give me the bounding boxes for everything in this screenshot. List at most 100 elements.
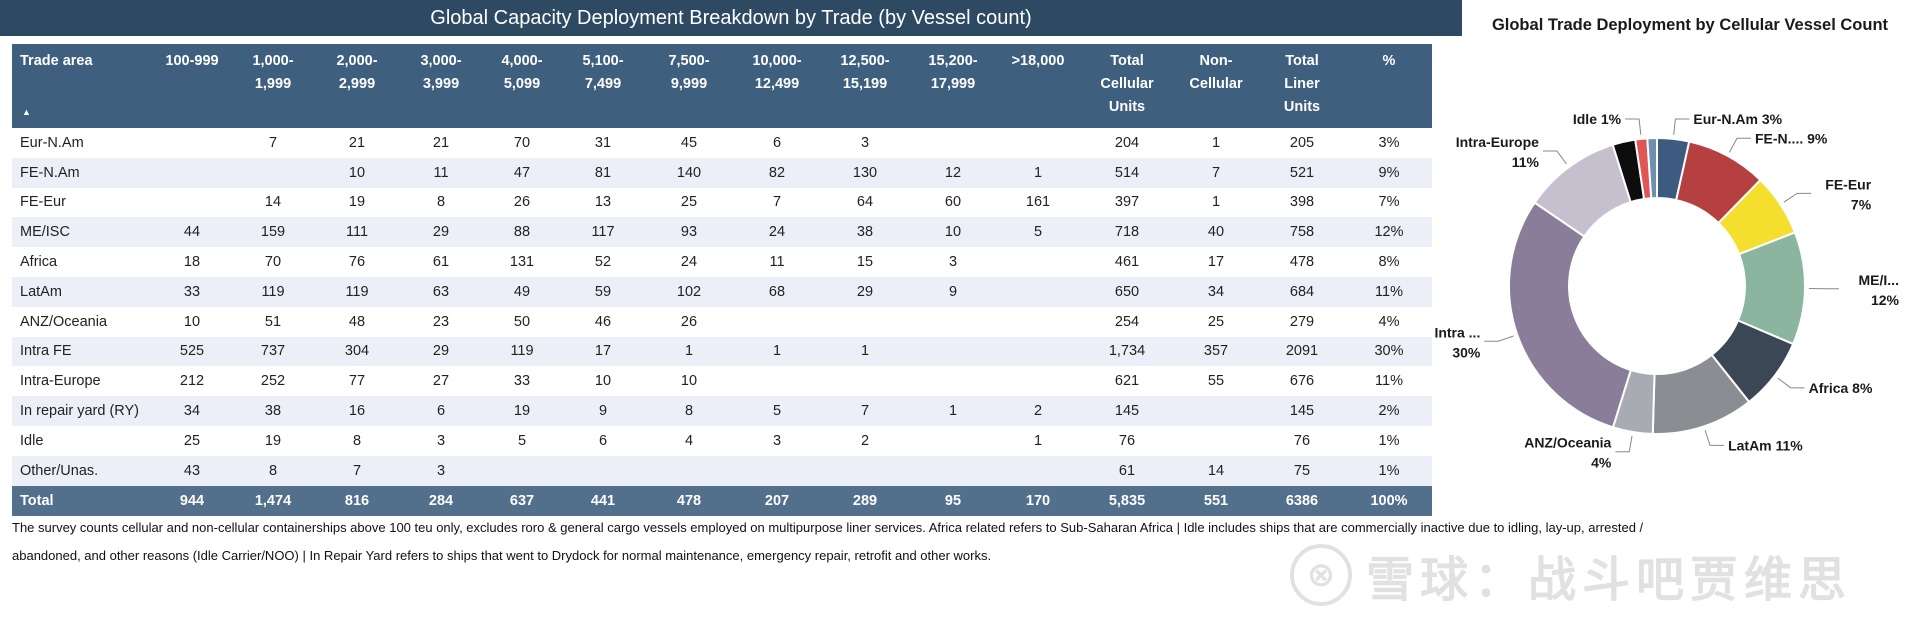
table-row: In repair yard (RY) 34 38 16 6 19 9 8 5 7 1 2 145 145… <box>12 396 1432 426</box>
column-header[interactable]: 2,000- 2,999 <box>314 44 400 128</box>
column-header-line: 1,999 <box>254 76 292 92</box>
table-cell <box>1174 425 1258 456</box>
table-cell <box>820 366 910 397</box>
table-cell: 8 <box>232 455 314 486</box>
table-cell: 5 <box>996 217 1080 248</box>
table-cell: 478 <box>1258 247 1346 277</box>
table-cell: 131 <box>482 247 562 277</box>
table-cell: 31 <box>562 128 644 158</box>
table-cell: 25 <box>1174 306 1258 337</box>
total-cell: 207 <box>734 485 820 516</box>
table-cell: 52 <box>562 247 644 277</box>
column-header-line: Units <box>1108 99 1146 115</box>
column-header[interactable]: 4,000- 5,099 <box>482 44 562 128</box>
watermark: ⊗ 雪球：战斗吧贾维思 <box>1290 540 1852 610</box>
table-cell: 161 <box>996 187 1080 218</box>
slice-label: Intra ... 30% <box>1434 324 1480 360</box>
column-header[interactable]: Trade area ▲ <box>12 44 152 128</box>
leader-line <box>1783 192 1812 203</box>
table-cell: 8% <box>1346 247 1432 277</box>
donut-slice[interactable] <box>1508 201 1633 429</box>
slice-label-line: ME/I... <box>1859 272 1899 288</box>
table-row: LatAm 33 119 119 63 49 59 102 68 29 9 650 34 684 11% <box>12 276 1432 307</box>
footnote-line-1: The survey counts cellular and non-cellu… <box>12 520 1644 535</box>
table-cell <box>996 276 1080 307</box>
sort-ascending-icon[interactable]: ▲ <box>22 107 31 117</box>
trade-area-cell: Idle <box>12 425 152 456</box>
trade-area-cell: Other/Unas. <box>12 455 152 486</box>
table-cell: 11% <box>1346 366 1432 397</box>
table-cell: 63 <box>400 276 482 307</box>
column-header[interactable]: % <box>1346 44 1432 128</box>
column-header-line: Units <box>1283 99 1321 115</box>
table-cell: 1 <box>996 157 1080 188</box>
column-header-line: 10,000- <box>752 53 802 69</box>
table-row: ANZ/Oceania 10 51 48 23 50 46 26 254 25 279 4% <box>12 306 1432 337</box>
slice-label-line: Africa 8% <box>1809 380 1873 396</box>
column-header-line: Non- <box>1199 53 1233 69</box>
column-header[interactable]: 3,000- 3,999 <box>400 44 482 128</box>
table-cell: 10 <box>910 217 996 248</box>
trade-area-cell: Eur-N.Am <box>12 128 152 158</box>
table-cell: 34 <box>1174 276 1258 307</box>
table-cell: 26 <box>644 306 734 337</box>
table-cell: 17 <box>562 336 644 367</box>
table-cell: 1% <box>1346 455 1432 486</box>
capacity-table: Trade area ▲ 100-999 1,000- 1,999 2,000- 2,999… <box>12 44 1432 516</box>
table-cell: 718 <box>1080 217 1174 248</box>
column-header-line: Cellular <box>1189 76 1243 92</box>
table-cell <box>232 157 314 188</box>
table-row: Africa 18 70 76 61 131 52 24 11 15 3 461 17 478 8% <box>12 247 1432 277</box>
column-header[interactable]: 15,200- 17,999 <box>910 44 996 128</box>
trade-area-cell: Intra-Europe <box>12 366 152 397</box>
table-cell: 21 <box>400 128 482 158</box>
leader-line <box>1484 335 1514 342</box>
table-cell: 3 <box>400 425 482 456</box>
table-cell: 26 <box>482 187 562 218</box>
column-header[interactable]: Total Cellular Units <box>1080 44 1174 128</box>
table-cell: 521 <box>1258 157 1346 188</box>
table-cell <box>910 455 996 486</box>
table-row: Eur-N.Am 7 21 21 70 31 45 6 3 204 1 205 3% <box>12 128 1432 158</box>
table-cell: 64 <box>820 187 910 218</box>
table-cell: 49 <box>482 276 562 307</box>
column-header[interactable]: 12,500- 15,199 <box>820 44 910 128</box>
slice-label-line: 4% <box>1591 455 1612 471</box>
column-header[interactable]: 7,500- 9,999 <box>644 44 734 128</box>
column-header-line: 12,500- <box>840 53 890 69</box>
table-cell: 70 <box>482 128 562 158</box>
column-header[interactable]: 5,100- 7,499 <box>562 44 644 128</box>
column-header[interactable]: 10,000- 12,499 <box>734 44 820 128</box>
column-header[interactable]: >18,000 <box>996 44 1080 128</box>
table-cell: 19 <box>232 425 314 456</box>
column-header[interactable]: Total Liner Units <box>1258 44 1346 128</box>
slice-label-line: 30% <box>1452 344 1481 360</box>
table-cell: 7 <box>820 396 910 426</box>
table-cell: 14 <box>232 187 314 218</box>
table-cell <box>152 187 232 218</box>
table-cell: 18 <box>152 247 232 277</box>
column-header[interactable]: 100-999 <box>152 44 232 128</box>
leader-line <box>1542 150 1567 165</box>
table-cell: 461 <box>1080 247 1174 277</box>
table-cell: 3 <box>400 455 482 486</box>
column-header[interactable]: Non- Cellular <box>1174 44 1258 128</box>
table-cell: 159 <box>232 217 314 248</box>
table-cell: 357 <box>1174 336 1258 367</box>
donut-slice[interactable] <box>1646 136 1658 200</box>
table-cell: 1 <box>1174 187 1258 218</box>
table-row: FE-Eur 14 19 8 26 13 25 7 64 60 161 397 1 398 7% <box>12 187 1432 218</box>
table-cell: 6 <box>562 425 644 456</box>
table-cell: 1% <box>1346 425 1432 456</box>
table-cell: 60 <box>910 187 996 218</box>
table-cell: 21 <box>314 128 400 158</box>
table-cell: 38 <box>820 217 910 248</box>
column-header[interactable]: 1,000- 1,999 <box>232 44 314 128</box>
slice-label-line: FE-Eur <box>1825 176 1871 192</box>
table-cell: 204 <box>1080 128 1174 158</box>
column-header-line: 5,100- <box>582 53 624 69</box>
column-header-line: 12,499 <box>754 76 800 92</box>
table-cell: 76 <box>314 247 400 277</box>
table-cell: 5 <box>734 396 820 426</box>
table-cell: 684 <box>1258 276 1346 307</box>
